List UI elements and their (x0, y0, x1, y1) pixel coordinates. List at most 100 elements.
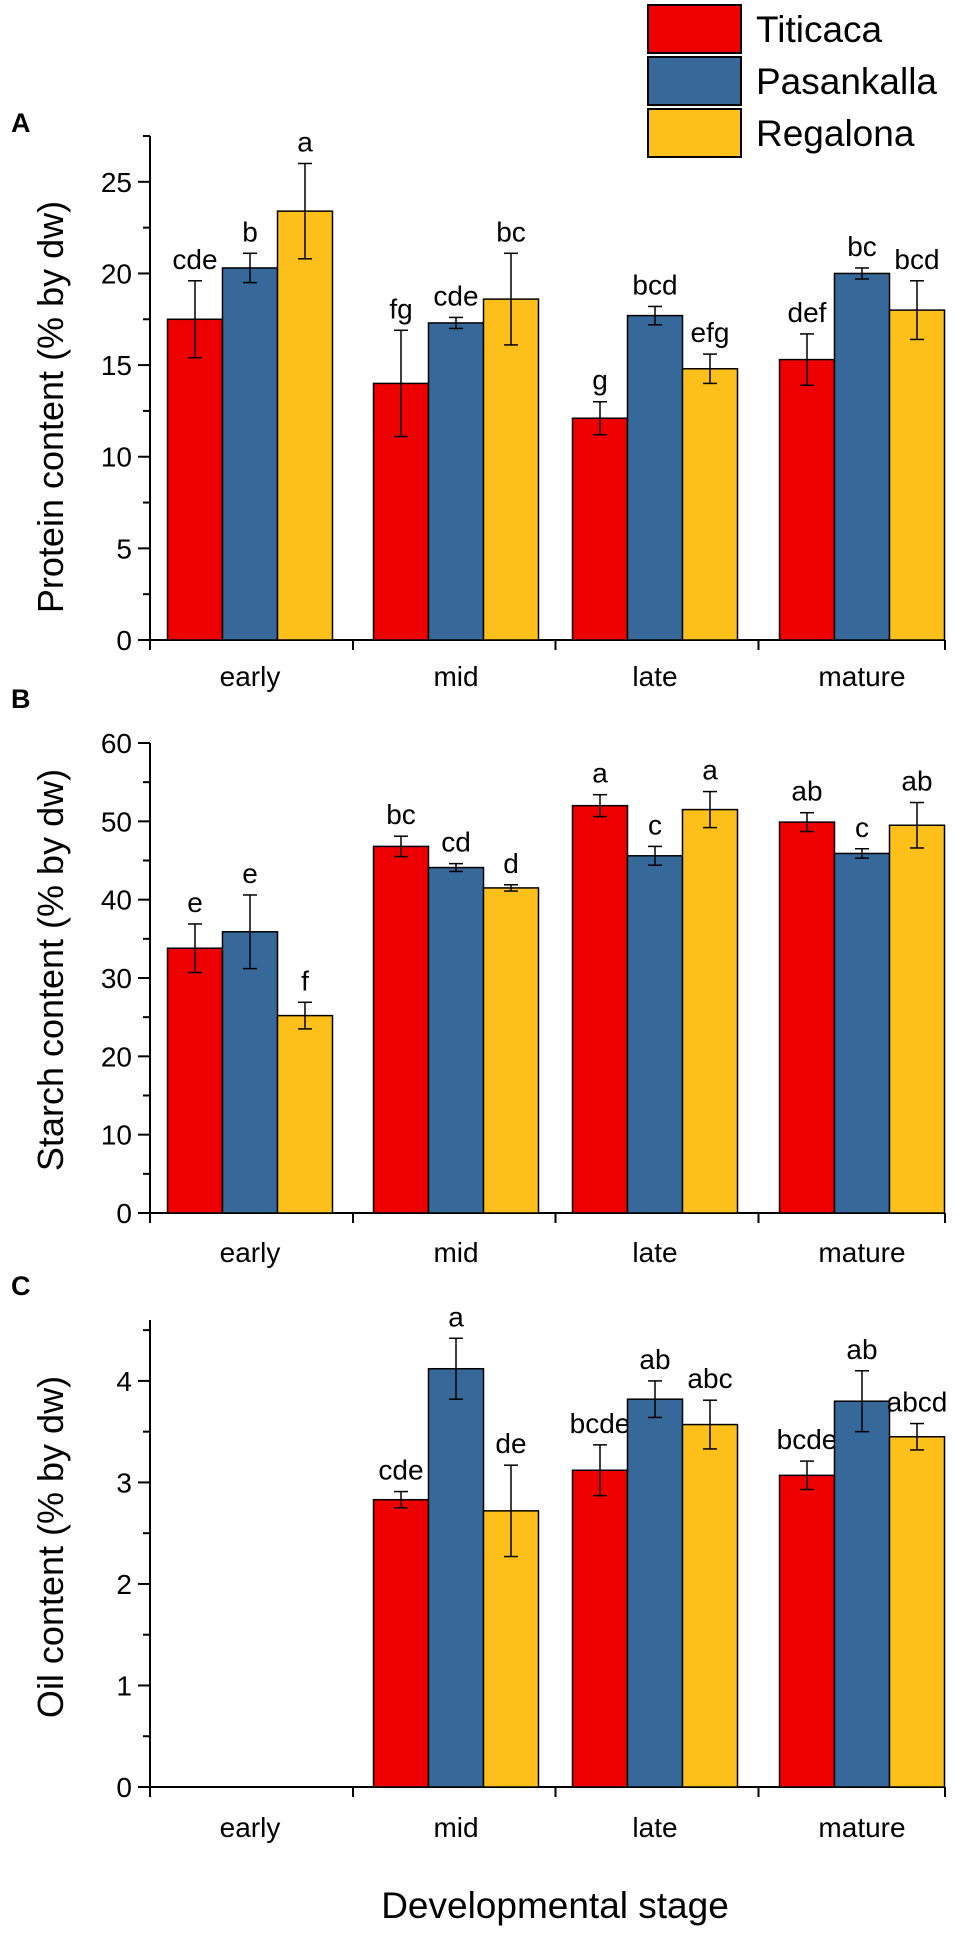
panel-letter-a: A (11, 108, 31, 138)
protein-x-tick-label: mature (818, 661, 905, 692)
oil-significance-label: abcd (887, 1387, 948, 1418)
protein-y-tick-label: 0 (116, 625, 132, 656)
oil-bar-pasankalla-mid (427, 1367, 485, 1788)
protein-significance-label: bc (496, 216, 526, 247)
starch-significance-label: ab (901, 766, 932, 797)
protein-significance-label: bcd (632, 269, 677, 300)
starch-y-tick-label: 0 (116, 1198, 132, 1229)
legend-swatch-titicaca (647, 4, 742, 54)
protein-bar-regalona-mature (888, 309, 946, 641)
oil-x-tick-label: late (632, 1812, 677, 1843)
legend: Titicaca Pasankalla Regalona (647, 4, 937, 158)
starch-x-tick-label: late (632, 1237, 677, 1268)
oil-y-tick-label: 0 (116, 1772, 132, 1803)
protein-y-tick-label: 15 (101, 350, 132, 381)
protein-significance-label: efg (691, 317, 730, 348)
starch-y-tick-label: 10 (101, 1120, 132, 1151)
starch-bar-regalona-early (276, 1014, 334, 1214)
starch-bar-pasankalla-early (221, 931, 279, 1214)
protein-significance-label: bc (847, 231, 877, 262)
oil-bar-titicaca-mid (372, 1498, 430, 1788)
protein-significance-label: a (297, 126, 313, 157)
protein-bar-titicaca-late (571, 417, 629, 641)
starch-significance-label: ab (791, 776, 822, 807)
protein-bar-pasankalla-early (221, 267, 279, 641)
oil-significance-label: ab (846, 1334, 877, 1365)
protein-significance-label: cde (433, 280, 478, 311)
oil-y-tick-label: 4 (116, 1366, 132, 1397)
oil-x-tick-label: mid (433, 1812, 478, 1843)
starch-panel: B Starch content (% by dw) 0 10 20 30 40 50 60… (11, 684, 946, 1268)
protein-significance-label: def (788, 297, 827, 328)
protein-y-tick-label: 5 (116, 533, 132, 564)
protein-bar-titicaca-early (166, 318, 224, 641)
protein-bar-regalona-late (681, 368, 739, 641)
protein-y-tick-label: 10 (101, 442, 132, 473)
protein-bar-titicaca-mature (778, 358, 836, 641)
oil-y-tick-label: 2 (116, 1569, 132, 1600)
oil-significance-label: bcde (570, 1408, 631, 1439)
protein-significance-label: fg (389, 293, 412, 324)
legend-swatch-regalona (647, 108, 742, 158)
protein-bar-regalona-mid (482, 298, 540, 641)
starch-bar-titicaca-mature (778, 821, 836, 1214)
starch-y-tick-label: 20 (101, 1041, 132, 1072)
protein-y-axis-label: Protein content (% by dw) (30, 201, 71, 613)
oil-significance-label: cde (378, 1455, 423, 1486)
protein-x-tick-label: mid (433, 661, 478, 692)
starch-x-tick-label: early (220, 1237, 281, 1268)
starch-bar-titicaca-mid (372, 845, 430, 1214)
protein-significance-label: bcd (894, 244, 939, 275)
oil-x-tick-label: early (220, 1812, 281, 1843)
legend-swatch-pasankalla (647, 56, 742, 106)
starch-bar-regalona-mature (888, 824, 946, 1214)
protein-bar-regalona-early (276, 210, 334, 641)
oil-bar-regalona-mature (888, 1436, 946, 1788)
starch-bar-pasankalla-mid (427, 866, 485, 1214)
starch-bar-pasankalla-late (626, 855, 684, 1214)
starch-significance-label: f (301, 965, 309, 996)
oil-y-axis-label: Oil content (% by dw) (30, 1376, 71, 1718)
starch-significance-label: d (503, 848, 519, 879)
protein-significance-label: g (592, 365, 608, 396)
starch-significance-label: bc (386, 799, 416, 830)
panel-letter-c: C (11, 1271, 31, 1301)
oil-y-tick-label: 1 (116, 1670, 132, 1701)
oil-significance-label: de (495, 1428, 526, 1459)
starch-x-tick-label: mature (818, 1237, 905, 1268)
starch-y-tick-label: 40 (101, 885, 132, 916)
starch-significance-label: e (187, 887, 203, 918)
starch-significance-label: c (855, 812, 869, 843)
protein-x-tick-label: early (220, 661, 281, 692)
starch-y-tick-label: 60 (101, 728, 132, 759)
oil-significance-label: abc (687, 1363, 732, 1394)
legend-label-pasankalla: Pasankalla (756, 61, 937, 102)
protein-bar-pasankalla-mature (833, 272, 891, 641)
protein-y-tick-label: 20 (101, 258, 132, 289)
panel-letter-b: B (11, 684, 31, 714)
protein-bar-pasankalla-mid (427, 322, 485, 641)
x-axis-label: Developmental stage (381, 1885, 729, 1926)
protein-bar-pasankalla-late (626, 314, 684, 641)
oil-significance-label: a (448, 1301, 464, 1332)
starch-bar-titicaca-late (571, 804, 629, 1214)
oil-significance-label: ab (639, 1344, 670, 1375)
starch-bar-regalona-late (681, 808, 739, 1214)
protein-significance-label: cde (172, 244, 217, 275)
starch-bar-pasankalla-mature (833, 852, 891, 1214)
oil-significance-label: bcde (777, 1424, 838, 1455)
legend-label-titicaca: Titicaca (756, 9, 883, 50)
starch-significance-label: c (648, 809, 662, 840)
starch-bar-titicaca-early (166, 947, 224, 1214)
starch-y-tick-label: 50 (101, 806, 132, 837)
protein-significance-label: b (242, 216, 258, 247)
starch-y-axis-label: Starch content (% by dw) (30, 769, 71, 1171)
oil-x-tick-label: mature (818, 1812, 905, 1843)
protein-panel: A Protein content (% by dw) 0 5 10 15 20 25 ea… (11, 108, 946, 692)
starch-x-tick-label: mid (433, 1237, 478, 1268)
starch-bar-regalona-mid (482, 887, 540, 1214)
oil-bar-titicaca-mature (778, 1474, 836, 1788)
oil-y-tick-label: 3 (116, 1467, 132, 1498)
oil-bar-regalona-late (681, 1423, 739, 1788)
